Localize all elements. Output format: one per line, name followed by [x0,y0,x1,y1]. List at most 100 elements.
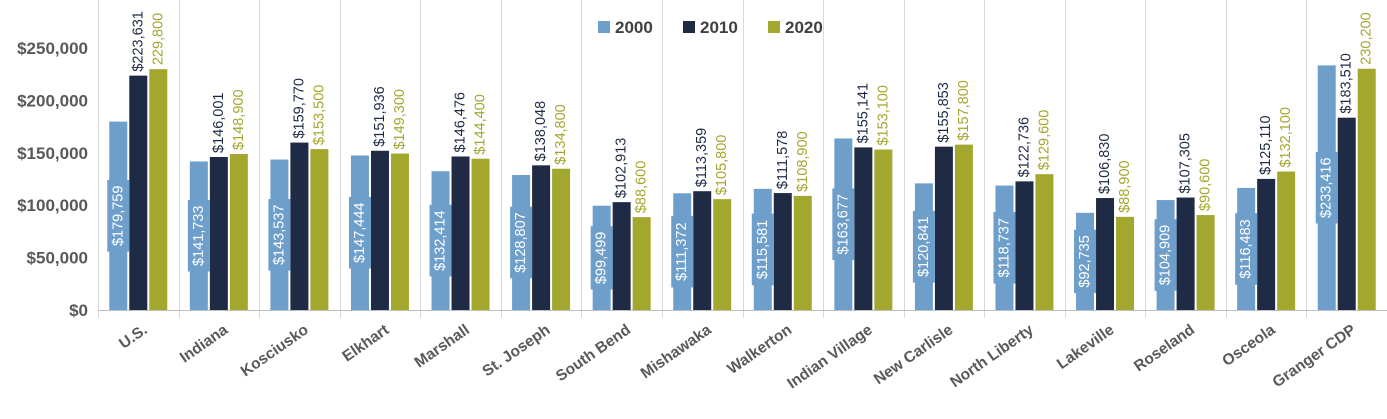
data-label-2020: 229,800 [150,13,166,65]
data-label-2000: $141,733 [191,205,207,265]
data-label-2020: $105,800 [714,135,730,195]
data-label-bg [510,206,533,279]
data-label-2020: $153,100 [875,85,891,145]
category-label: North Liberty [947,321,1037,391]
data-label-2010: $113,359 [694,128,710,187]
data-label-2010: $159,770 [291,78,307,138]
bar-2010 [934,146,953,310]
y-tick-label: $250,000 [17,39,88,58]
data-label-2020: $90,600 [1198,159,1214,211]
data-label-bg [1154,219,1177,291]
data-label-2010: $151,936 [372,86,388,146]
bar-2020 [552,168,571,310]
category-label: New Carlisle [871,321,957,388]
y-tick-label: $0 [69,301,88,320]
bar-2020 [229,153,248,310]
category-label: Indian Village [784,321,876,392]
legend-label-2000: 2000 [615,18,653,37]
bar-2010 [693,191,712,310]
data-label-2020: $88,600 [634,161,650,213]
data-label-2010: $102,913 [614,138,630,198]
data-label-2020: $132,100 [1278,107,1294,167]
data-label-bg [993,211,1016,284]
data-label-2010: $107,305 [1178,133,1194,193]
data-label-2010: $146,476 [453,92,469,152]
data-label-2010: $146,001 [211,93,227,153]
data-labels: $179,759$223,631 229,800$141,733$146,001 $… [107,11,1375,294]
data-label-2000: $132,414 [433,210,449,270]
bar-2020 [1357,68,1376,310]
bar-2020 [310,149,329,310]
data-label-2000: $128,807 [513,212,529,272]
legend-swatch-2020 [768,21,780,33]
bar-2010 [370,150,389,310]
category-label: Lakeville [1054,321,1118,373]
bar-2010 [854,147,873,310]
bar-2010 [1176,197,1195,310]
category-label: Roseland [1131,321,1198,375]
bar-2010 [129,75,148,311]
data-label-2010: $183,510 [1339,53,1355,113]
bar-2020 [1277,171,1296,310]
data-label-bg [107,180,130,252]
data-label-2010: $138,048 [533,101,549,161]
category-label: U.S. [116,321,150,352]
bar-2010 [209,156,228,310]
bar-2010 [1337,117,1356,310]
legend-label-2010: 2010 [700,18,738,37]
legend-swatch-2010 [683,21,695,33]
y-tick-label: $150,000 [17,144,88,163]
bar-2020 [149,69,168,310]
bar-2010 [612,202,631,310]
data-label-2000: $179,759 [110,186,126,246]
data-label-bg [751,213,774,286]
bar-2020 [1196,215,1215,310]
data-label-2000: $92,735 [1077,235,1093,287]
legend: 2000 2010 2020 [598,18,823,37]
data-label-2020: $129,600 [1036,110,1052,170]
data-label-2010: $111,578 [775,131,791,189]
data-label-bg [268,198,291,271]
data-label-bg [671,215,694,288]
bar-2020 [390,153,409,310]
data-label-bg [912,210,935,283]
category-label: Mishawaka [638,321,715,382]
bar-2010 [451,156,470,310]
data-label-2000: $143,537 [271,205,287,265]
data-label-2020: $157,800 [956,80,972,140]
data-label-2020: $144,400 [473,94,489,154]
data-label-2020: 230,200 [1359,12,1375,64]
grid-layer [98,0,1387,318]
bar-2010 [290,142,309,310]
category-label: Granger CDP [1270,321,1359,391]
category-label: Walkerton [724,321,795,378]
data-label-2000: $147,444 [352,202,368,262]
category-label: Marshall [412,321,473,371]
data-label-2000: $111,372 [674,222,690,280]
data-label-2020: $148,900 [231,89,247,149]
data-label-bg [429,204,452,277]
legend-label-2020: 2020 [785,18,823,37]
data-label-2010: $122,736 [1016,117,1032,177]
bar-2020 [874,149,893,310]
y-tick-label: $200,000 [17,91,88,110]
category-label: Osceola [1219,321,1278,370]
category-label: St. Joseph [479,321,553,380]
data-label-2020: $153,500 [311,85,327,145]
bar-2020 [793,195,812,310]
data-label-2000: $120,841 [916,216,932,276]
bar-2020 [1035,174,1054,310]
category-label: Indiana [177,321,232,366]
bar-2010 [1015,181,1034,310]
data-label-2000: $163,677 [835,194,851,254]
data-label-bg [187,199,210,272]
y-tick-label: $100,000 [17,196,88,215]
y-tick-label: $50,000 [27,249,88,268]
data-label-bg [1315,151,1338,224]
data-label-2010: $106,830 [1097,134,1113,194]
data-label-bg [1074,229,1097,294]
bar-2010 [1257,178,1276,310]
data-label-2010: $223,631 [130,11,146,71]
data-label-2020: $108,900 [795,131,811,191]
